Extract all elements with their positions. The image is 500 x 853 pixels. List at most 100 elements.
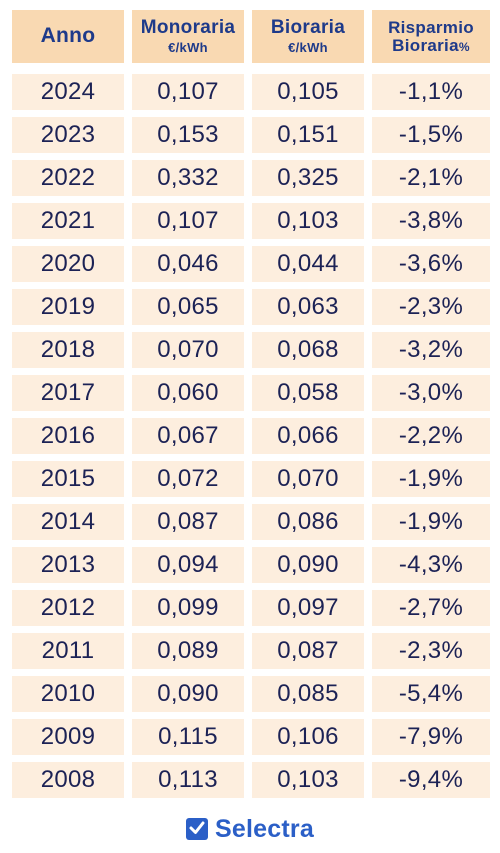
table-row: 2023 0,153 0,151 -1,5% — [12, 117, 490, 153]
cell-monoraria: 0,067 — [132, 418, 244, 454]
cell-risparmio: -1,9% — [372, 461, 490, 497]
header-monoraria-unit: €/kWh — [168, 40, 208, 56]
cell-bioraria: 0,044 — [252, 246, 364, 282]
cell-monoraria: 0,099 — [132, 590, 244, 626]
cell-anno: 2021 — [12, 203, 124, 239]
header-monoraria: Monoraria €/kWh — [132, 10, 244, 63]
cell-risparmio: -2,3% — [372, 289, 490, 325]
cell-anno: 2012 — [12, 590, 124, 626]
brand-name: Selectra — [215, 814, 314, 843]
cell-bioraria: 0,103 — [252, 762, 364, 798]
cell-anno: 2016 — [12, 418, 124, 454]
cell-monoraria: 0,046 — [132, 246, 244, 282]
cell-risparmio: -2,3% — [372, 633, 490, 669]
cell-bioraria: 0,106 — [252, 719, 364, 755]
cell-monoraria: 0,087 — [132, 504, 244, 540]
table-row: 2012 0,099 0,097 -2,7% — [12, 590, 490, 626]
cell-anno: 2018 — [12, 332, 124, 368]
cell-anno: 2010 — [12, 676, 124, 712]
table-row: 2016 0,067 0,066 -2,2% — [12, 418, 490, 454]
cell-bioraria: 0,063 — [252, 289, 364, 325]
header-risparmio-line2-text: Bioraria — [392, 35, 459, 55]
cell-anno: 2008 — [12, 762, 124, 798]
cell-anno: 2022 — [12, 160, 124, 196]
cell-monoraria: 0,107 — [132, 74, 244, 110]
cell-bioraria: 0,325 — [252, 160, 364, 196]
cell-monoraria: 0,153 — [132, 117, 244, 153]
cell-risparmio: -3,2% — [372, 332, 490, 368]
cell-bioraria: 0,090 — [252, 547, 364, 583]
cell-monoraria: 0,089 — [132, 633, 244, 669]
cell-monoraria: 0,065 — [132, 289, 244, 325]
table-row: 2008 0,113 0,103 -9,4% — [12, 762, 490, 798]
table-row: 2010 0,090 0,085 -5,4% — [12, 676, 490, 712]
header-risparmio-line2: Bioraria% — [392, 35, 470, 55]
header-anno-label: Anno — [40, 24, 96, 48]
cell-monoraria: 0,113 — [132, 762, 244, 798]
cell-bioraria: 0,066 — [252, 418, 364, 454]
check-box-icon — [186, 818, 209, 840]
cell-anno: 2014 — [12, 504, 124, 540]
cell-anno: 2009 — [12, 719, 124, 755]
header-anno: Anno — [12, 10, 124, 63]
header-risparmio-unit: % — [458, 39, 470, 54]
cell-monoraria: 0,072 — [132, 461, 244, 497]
header-monoraria-label: Monoraria — [140, 17, 236, 39]
cell-risparmio: -3,8% — [372, 203, 490, 239]
table-row: 2022 0,332 0,325 -2,1% — [12, 160, 490, 196]
cell-anno: 2019 — [12, 289, 124, 325]
cell-anno: 2015 — [12, 461, 124, 497]
cell-bioraria: 0,068 — [252, 332, 364, 368]
cell-bioraria: 0,086 — [252, 504, 364, 540]
header-risparmio: Risparmio Bioraria% — [372, 10, 490, 63]
cell-monoraria: 0,060 — [132, 375, 244, 411]
cell-bioraria: 0,103 — [252, 203, 364, 239]
table-row: 2018 0,070 0,068 -3,2% — [12, 332, 490, 368]
cell-monoraria: 0,332 — [132, 160, 244, 196]
cell-anno: 2020 — [12, 246, 124, 282]
cell-bioraria: 0,087 — [252, 633, 364, 669]
header-risparmio-line1: Risparmio — [388, 17, 474, 37]
cell-monoraria: 0,094 — [132, 547, 244, 583]
table-row: 2011 0,089 0,087 -2,3% — [12, 633, 490, 669]
cell-bioraria: 0,058 — [252, 375, 364, 411]
table-row: 2020 0,046 0,044 -3,6% — [12, 246, 490, 282]
header-bioraria: Bioraria €/kWh — [252, 10, 364, 63]
header-bioraria-label: Bioraria — [270, 17, 346, 39]
cell-monoraria: 0,090 — [132, 676, 244, 712]
price-table: Anno Monoraria €/kWh Bioraria €/kWh Risp… — [12, 10, 490, 805]
cell-risparmio: -4,3% — [372, 547, 490, 583]
table-row: 2009 0,115 0,106 -7,9% — [12, 719, 490, 755]
table-row: 2014 0,087 0,086 -1,9% — [12, 504, 490, 540]
cell-anno: 2024 — [12, 74, 124, 110]
cell-risparmio: -2,2% — [372, 418, 490, 454]
cell-risparmio: -5,4% — [372, 676, 490, 712]
cell-risparmio: -1,1% — [372, 74, 490, 110]
cell-bioraria: 0,105 — [252, 74, 364, 110]
cell-risparmio: -2,1% — [372, 160, 490, 196]
cell-risparmio: -2,7% — [372, 590, 490, 626]
table-row: 2021 0,107 0,103 -3,8% — [12, 203, 490, 239]
cell-bioraria: 0,070 — [252, 461, 364, 497]
cell-risparmio: -1,5% — [372, 117, 490, 153]
cell-anno: 2023 — [12, 117, 124, 153]
cell-monoraria: 0,070 — [132, 332, 244, 368]
cell-bioraria: 0,151 — [252, 117, 364, 153]
cell-anno: 2011 — [12, 633, 124, 669]
selectra-logo: Selectra — [0, 812, 500, 846]
cell-monoraria: 0,107 — [132, 203, 244, 239]
table-body: 2024 0,107 0,105 -1,1% 2023 0,153 0,151 -1,5% 20… — [12, 74, 490, 798]
cell-risparmio: -1,9% — [372, 504, 490, 540]
table-row: 2017 0,060 0,058 -3,0% — [12, 375, 490, 411]
cell-risparmio: -3,0% — [372, 375, 490, 411]
cell-anno: 2013 — [12, 547, 124, 583]
cell-bioraria: 0,085 — [252, 676, 364, 712]
cell-risparmio: -3,6% — [372, 246, 490, 282]
table-header-row: Anno Monoraria €/kWh Bioraria €/kWh Risp… — [12, 10, 490, 63]
cell-risparmio: -9,4% — [372, 762, 490, 798]
table-row: 2015 0,072 0,070 -1,9% — [12, 461, 490, 497]
cell-risparmio: -7,9% — [372, 719, 490, 755]
cell-anno: 2017 — [12, 375, 124, 411]
cell-bioraria: 0,097 — [252, 590, 364, 626]
table-row: 2024 0,107 0,105 -1,1% — [12, 74, 490, 110]
